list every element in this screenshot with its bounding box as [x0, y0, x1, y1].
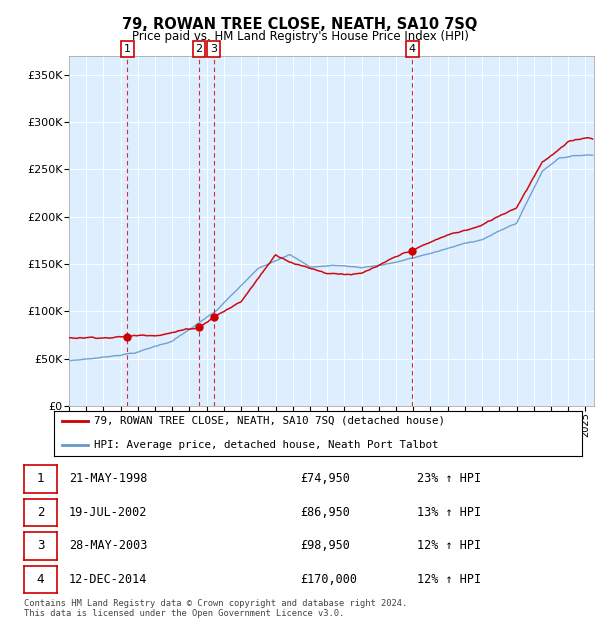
- Text: 1: 1: [124, 44, 131, 54]
- Text: 19-JUL-2002: 19-JUL-2002: [69, 506, 148, 518]
- Text: 23% ↑ HPI: 23% ↑ HPI: [417, 472, 481, 485]
- Text: 12% ↑ HPI: 12% ↑ HPI: [417, 539, 481, 552]
- Text: 79, ROWAN TREE CLOSE, NEATH, SA10 7SQ: 79, ROWAN TREE CLOSE, NEATH, SA10 7SQ: [122, 17, 478, 32]
- Text: £170,000: £170,000: [300, 573, 357, 585]
- Text: 12-DEC-2014: 12-DEC-2014: [69, 573, 148, 585]
- Text: 12% ↑ HPI: 12% ↑ HPI: [417, 573, 481, 585]
- Text: HPI: Average price, detached house, Neath Port Talbot: HPI: Average price, detached house, Neat…: [94, 440, 438, 450]
- Text: 21-MAY-1998: 21-MAY-1998: [69, 472, 148, 485]
- Text: 28-MAY-2003: 28-MAY-2003: [69, 539, 148, 552]
- Text: 1: 1: [37, 472, 44, 485]
- Text: Contains HM Land Registry data © Crown copyright and database right 2024.
This d: Contains HM Land Registry data © Crown c…: [24, 599, 407, 618]
- Text: 4: 4: [409, 44, 416, 54]
- Text: £86,950: £86,950: [300, 506, 350, 518]
- Text: £74,950: £74,950: [300, 472, 350, 485]
- Text: 4: 4: [37, 573, 44, 586]
- Text: 3: 3: [210, 44, 217, 54]
- Text: 2: 2: [37, 506, 44, 519]
- Text: 3: 3: [37, 539, 44, 552]
- Text: 2: 2: [196, 44, 202, 54]
- Text: 13% ↑ HPI: 13% ↑ HPI: [417, 506, 481, 518]
- Text: Price paid vs. HM Land Registry's House Price Index (HPI): Price paid vs. HM Land Registry's House …: [131, 30, 469, 43]
- Text: £98,950: £98,950: [300, 539, 350, 552]
- Text: 79, ROWAN TREE CLOSE, NEATH, SA10 7SQ (detached house): 79, ROWAN TREE CLOSE, NEATH, SA10 7SQ (d…: [94, 416, 445, 426]
